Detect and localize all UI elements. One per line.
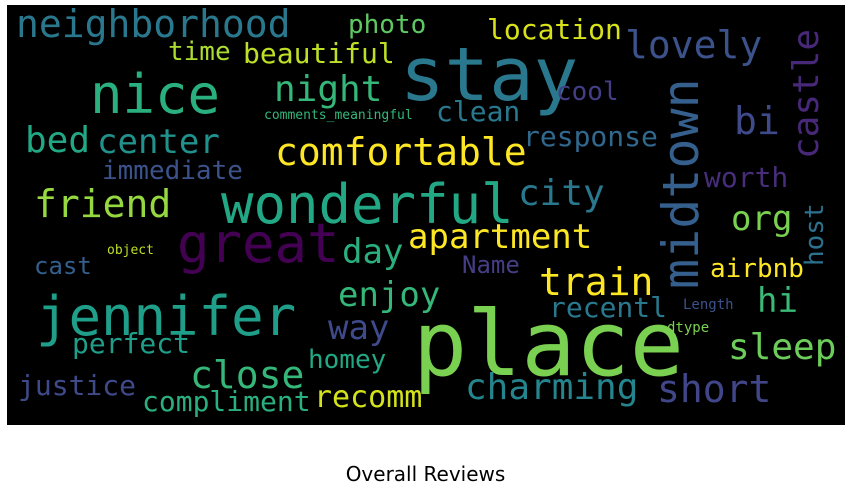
- word-hi: hi: [757, 281, 798, 321]
- word-comfortable: comfortable: [275, 130, 527, 174]
- word-place: place: [413, 292, 684, 397]
- word-response: response: [523, 120, 658, 153]
- word-org: org: [731, 199, 793, 239]
- word-object: object: [107, 243, 154, 258]
- word-recomm: recomm: [314, 380, 423, 415]
- word-train: train: [539, 260, 654, 304]
- word-justice: justice: [18, 369, 137, 402]
- word-cast: cast: [34, 252, 92, 280]
- word-comments-meaningful: comments_meaningful: [264, 108, 413, 123]
- word-host: host: [800, 203, 830, 266]
- word-center: center: [97, 122, 220, 162]
- word-city: city: [518, 173, 605, 214]
- word-homey: homey: [308, 345, 387, 375]
- word-day: day: [342, 232, 404, 272]
- word-nice: nice: [90, 63, 221, 126]
- word-apartment: apartment: [408, 217, 593, 257]
- word-night: night: [274, 69, 383, 110]
- word-great: great: [177, 212, 340, 275]
- word-recentl: recentl: [549, 291, 668, 324]
- word-midtown: midtown: [652, 78, 710, 289]
- word-friend: friend: [34, 182, 172, 226]
- word-photo: photo: [348, 10, 427, 40]
- word-wonderful: wonderful: [221, 173, 514, 236]
- word-charming: charming: [465, 367, 639, 408]
- chart-caption: Overall Reviews: [345, 462, 506, 486]
- word-close: close: [190, 353, 305, 397]
- word-worth: worth: [704, 161, 789, 194]
- word-neighborhood: neighborhood: [16, 5, 291, 46]
- word-compliment: compliment: [142, 385, 311, 418]
- word-beautiful: beautiful: [243, 37, 395, 70]
- word-immediate: immediate: [102, 156, 243, 186]
- word-enjoy: enjoy: [338, 275, 441, 315]
- word-perfect: perfect: [72, 327, 191, 360]
- word-time: time: [168, 37, 231, 67]
- word-cloud: place stay great midtown wonderful jenni…: [7, 5, 845, 425]
- word-short: short: [657, 367, 772, 411]
- word-bi: bi: [734, 99, 780, 143]
- word-dtype: dtype: [667, 320, 710, 336]
- word-Name: Name: [462, 251, 520, 279]
- word-location: location: [487, 13, 622, 46]
- word-lovely: lovely: [625, 23, 763, 67]
- word-airbnb: airbnb: [710, 254, 804, 284]
- word-bed: bed: [25, 120, 91, 161]
- word-stay: stay: [400, 32, 579, 118]
- word-Length: Length: [683, 297, 734, 313]
- word-jennifer: jennifer: [36, 285, 297, 348]
- word-way: way: [328, 308, 390, 348]
- word-sleep: sleep: [728, 327, 837, 368]
- word-clean: clean: [436, 95, 521, 128]
- word-castle: castle: [786, 28, 827, 159]
- word-cool: cool: [556, 77, 619, 107]
